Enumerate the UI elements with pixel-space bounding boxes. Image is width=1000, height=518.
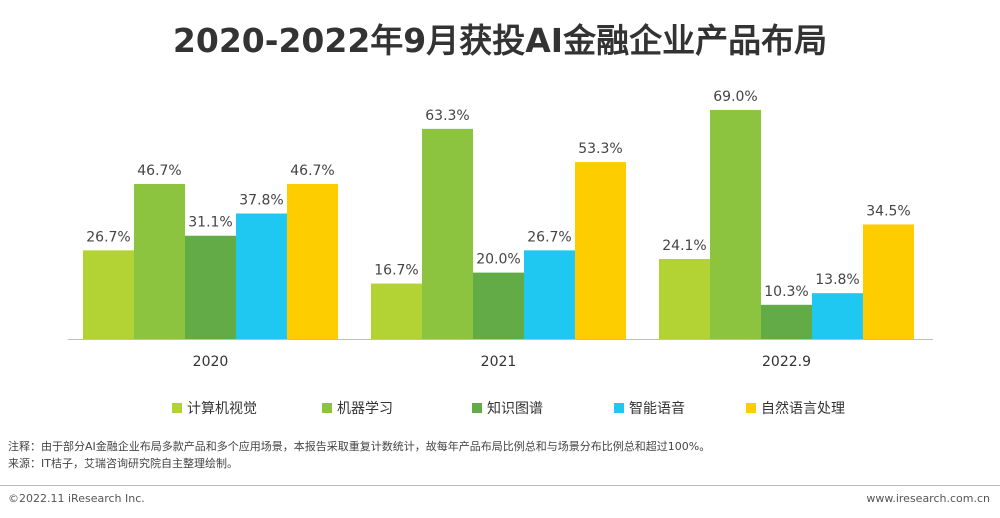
legend-label: 计算机视觉 bbox=[187, 401, 257, 417]
legend-swatch bbox=[746, 403, 756, 413]
bar-5-1 bbox=[287, 183, 338, 339]
data-label: 16.7% bbox=[374, 263, 418, 279]
bar-2-1 bbox=[134, 183, 185, 339]
chart-title: 2020-2022年9月获投AI金融企业产品布局 bbox=[172, 21, 828, 60]
data-label: 24.1% bbox=[662, 238, 706, 254]
footer-website[interactable]: www.iresearch.com.cn bbox=[866, 492, 990, 505]
legend-swatch bbox=[472, 403, 482, 413]
bar-3-1 bbox=[185, 235, 236, 339]
data-label: 69.0% bbox=[713, 89, 757, 105]
footer-copyright: ©2022.11 iResearch Inc. bbox=[8, 492, 145, 505]
footer-divider bbox=[0, 485, 1000, 486]
data-label: 37.8% bbox=[239, 193, 283, 209]
bar-1-1 bbox=[83, 250, 134, 339]
category-label: 2021 bbox=[481, 354, 517, 370]
bar-1-3 bbox=[659, 258, 710, 339]
data-label: 31.1% bbox=[188, 215, 232, 231]
legend-label: 自然语言处理 bbox=[761, 401, 845, 417]
bar-4-2 bbox=[524, 250, 575, 339]
bar-5-3 bbox=[863, 224, 914, 339]
data-label: 26.7% bbox=[86, 229, 130, 245]
legend-item: 机器学习 bbox=[322, 398, 393, 418]
legend-item: 自然语言处理 bbox=[746, 398, 845, 418]
bar-5-2 bbox=[575, 162, 626, 339]
bar-chart: 26.7% 46.7% 31.1% 37.8% 46.7% 2020 16.7% 63.3% 2… bbox=[68, 89, 933, 370]
legend-label: 智能语音 bbox=[629, 401, 685, 417]
legend-swatch bbox=[322, 403, 332, 413]
legend-item: 计算机视觉 bbox=[172, 398, 257, 418]
bar-4-3 bbox=[812, 293, 863, 339]
legend-label: 机器学习 bbox=[337, 401, 393, 417]
legend-swatch bbox=[614, 403, 624, 413]
bar-4-1 bbox=[236, 213, 287, 339]
bar-3-2 bbox=[473, 272, 524, 339]
category-label: 2020 bbox=[193, 354, 229, 370]
data-label: 26.7% bbox=[527, 229, 571, 245]
legend-label: 知识图谱 bbox=[487, 401, 543, 417]
data-label: 10.3% bbox=[764, 284, 808, 300]
data-label: 13.8% bbox=[815, 272, 859, 288]
data-label: 20.0% bbox=[476, 252, 520, 268]
data-label: 53.3% bbox=[578, 141, 622, 157]
data-label: 46.7% bbox=[290, 163, 334, 179]
legend-swatch bbox=[172, 403, 182, 413]
data-label: 46.7% bbox=[137, 163, 181, 179]
bar-1-2 bbox=[371, 283, 422, 339]
legend-item: 智能语音 bbox=[614, 398, 685, 418]
bar-3-3 bbox=[761, 304, 812, 339]
legend-item: 知识图谱 bbox=[472, 398, 543, 418]
footnote-source: 来源：IT桔子，艾瑞咨询研究院自主整理绘制。 bbox=[8, 457, 238, 470]
bar-2-3 bbox=[710, 109, 761, 339]
bar-2-2 bbox=[422, 128, 473, 339]
category-label: 2022.9 bbox=[762, 354, 811, 370]
footnote-note: 注释：由于部分AI金融企业布局多款产品和多个应用场景，本报告采取重复计数统计，故… bbox=[8, 440, 711, 453]
chart-legend: 计算机视觉 机器学习 知识图谱 智能语音 自然语言处理 bbox=[0, 398, 1000, 418]
data-label: 63.3% bbox=[425, 108, 469, 124]
data-label: 34.5% bbox=[866, 203, 910, 219]
